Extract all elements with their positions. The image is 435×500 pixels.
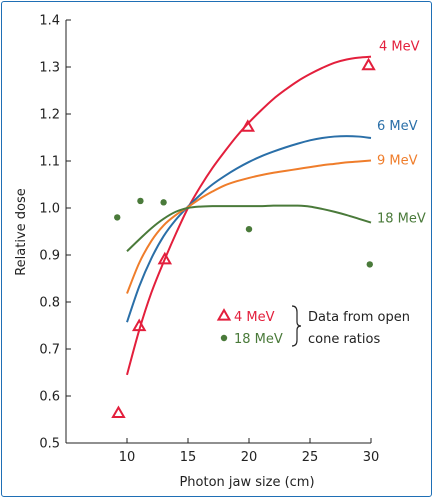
series-label: 9 MeV <box>377 154 418 169</box>
y-tick-label: 0.9 <box>39 249 60 264</box>
legend-item-label: 4 MeV <box>234 310 275 325</box>
legend-dot-marker <box>220 334 228 342</box>
series-label: 6 MeV <box>377 119 418 134</box>
triangle-marker <box>157 251 173 265</box>
legend-triangle-marker <box>216 308 232 321</box>
dot-marker <box>245 225 253 233</box>
data-markers <box>111 57 376 419</box>
x-tick-label: 20 <box>241 450 258 465</box>
y-tick-label: 1.1 <box>39 155 60 170</box>
x-axis-label: Photon jaw size (cm) <box>179 475 314 490</box>
series-line-18-mev <box>126 204 372 252</box>
series-label: 18 MeV <box>377 212 426 227</box>
series-line-6-mev <box>126 135 372 323</box>
series-line-9-mev <box>126 159 372 294</box>
y-tick-label: 1.3 <box>39 61 60 76</box>
y-tick-label: 1.0 <box>39 202 60 217</box>
series-labels: 4 MeV 6 MeV 9 MeV 18 MeV <box>377 40 426 227</box>
legend: 4 MeV 18 MeV Data from open cone ratios <box>216 305 410 347</box>
x-tick-label: 10 <box>119 450 136 465</box>
series-label: 4 MeV <box>379 40 420 55</box>
y-tick-label: 1.2 <box>39 108 60 123</box>
y-tick-label: 0.6 <box>39 390 60 405</box>
y-tick-label: 0.8 <box>39 296 60 311</box>
axes: 0.5 0.6 0.7 0.8 0.9 1.0 1.1 1.2 1.3 1.4 10 15 20 25 30 <box>39 14 379 466</box>
triangle-marker <box>111 405 126 419</box>
triangle-marker <box>361 57 376 71</box>
triangle-marker <box>240 119 256 132</box>
legend-note-line-2: cone ratios <box>308 332 380 347</box>
triangle-marker <box>131 318 147 332</box>
y-tick-label: 0.5 <box>39 437 60 452</box>
legend-item-label: 18 MeV <box>234 332 283 347</box>
series-line-4-mev <box>126 55 372 376</box>
dot-marker <box>137 197 144 205</box>
x-tick-label: 30 <box>363 450 380 465</box>
series-curves <box>126 55 372 376</box>
x-tick-label: 25 <box>302 450 319 465</box>
dot-marker <box>160 199 167 206</box>
y-tick-label: 1.4 <box>39 14 60 29</box>
dot-marker <box>366 261 373 268</box>
dot-marker <box>114 214 121 221</box>
y-tick-label: 0.7 <box>39 343 60 358</box>
legend-brace <box>291 305 302 347</box>
y-axis-label: Relative dose <box>14 188 29 276</box>
x-tick-label: 15 <box>180 450 197 465</box>
legend-note-line-1: Data from open <box>308 310 410 325</box>
